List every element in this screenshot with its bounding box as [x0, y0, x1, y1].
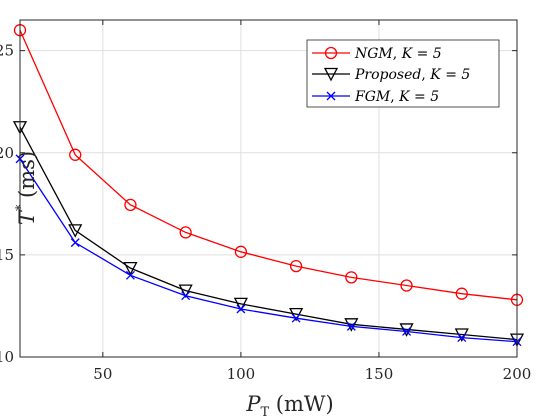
data-point-fgm [125, 270, 135, 280]
legend-label-proposed-sep: , [421, 67, 430, 83]
data-point-proposed [123, 262, 138, 276]
data-point-fgm [291, 313, 301, 323]
legend-label-ngm-name: NGM [354, 46, 393, 62]
plot-frame [19, 19, 518, 358]
series-line-ngm [19, 29, 518, 301]
data-point-ngm [179, 226, 192, 239]
legend: NGM, K = 5 Proposed, K = 5 FGM, K = 5 [306, 39, 500, 108]
data-point-proposed [68, 224, 83, 238]
data-point-fgm [457, 333, 467, 343]
data-point-fgm [70, 238, 80, 248]
legend-label-proposed-param: K = 5 [429, 67, 470, 83]
data-point-ngm [69, 148, 82, 161]
series-line-proposed [19, 126, 518, 341]
legend-entry-fgm: FGM, K = 5 [312, 89, 439, 105]
y-axis-title: T* (ms) [14, 151, 39, 225]
series-proposed [12, 121, 525, 348]
data-point-fgm [236, 304, 246, 314]
legend-entry-ngm: NGM, K = 5 [312, 46, 442, 62]
y-tick-label: 10 [0, 348, 14, 366]
data-point-proposed [233, 297, 248, 312]
data-point-proposed [399, 323, 414, 337]
y-axis-title-main: T [15, 209, 39, 225]
legend-swatch-marker-fgm [326, 91, 336, 101]
data-point-ngm [455, 287, 468, 300]
x-axis-title-main: P [245, 392, 261, 416]
legend-label-proposed-name: Proposed [354, 67, 421, 83]
y-axis-title-sup: * [14, 204, 29, 211]
ticks: 50 100 150 200 10 15 20 25 [0, 20, 531, 383]
y-tick-label: 15 [0, 246, 14, 264]
data-point-ngm [289, 259, 303, 273]
y-axis-title-unit: (ms) [15, 151, 39, 205]
legend-label-ngm: NGM, K = 5 [354, 46, 442, 62]
legend-label-fgm-name: FGM [354, 89, 391, 105]
x-tick-label: 200 [503, 365, 532, 383]
y-tick-label: 20 [0, 144, 14, 162]
legend-swatch-marker-ngm [324, 46, 338, 60]
data-point-fgm [181, 291, 191, 301]
legend-label-fgm-param: K = 5 [398, 89, 439, 105]
data-point-proposed [344, 318, 359, 332]
legend-label-fgm-sep: , [390, 89, 399, 105]
x-axis-title: PT (mW) [245, 392, 333, 420]
legend-label-fgm: FGM, K = 5 [354, 89, 439, 105]
data-point-ngm [124, 198, 137, 211]
y-tick-label: 25 [0, 42, 14, 60]
data-point-ngm [400, 279, 413, 292]
legend-label-ngm-sep: , [393, 46, 402, 62]
data-point-ngm [345, 271, 358, 284]
x-tick-label: 100 [227, 365, 256, 383]
data-point-fgm [346, 321, 356, 331]
series-ngm [13, 24, 524, 306]
x-tick-label: 150 [365, 365, 394, 383]
data-point-ngm [234, 245, 248, 258]
series-line-fgm [19, 158, 518, 343]
legend-entry-proposed: Proposed, K = 5 [312, 67, 470, 83]
x-axis-title-unit: (mW) [269, 392, 334, 416]
x-tick-label: 50 [93, 365, 112, 383]
legend-label-ngm-param: K = 5 [401, 46, 442, 62]
legend-label-proposed: Proposed, K = 5 [354, 67, 470, 83]
data-point-proposed [178, 284, 193, 299]
x-axis-title-sub: T [260, 405, 269, 420]
series-layer [12, 24, 525, 348]
data-point-fgm [402, 327, 412, 336]
legend-swatch-marker-proposed [323, 67, 339, 82]
